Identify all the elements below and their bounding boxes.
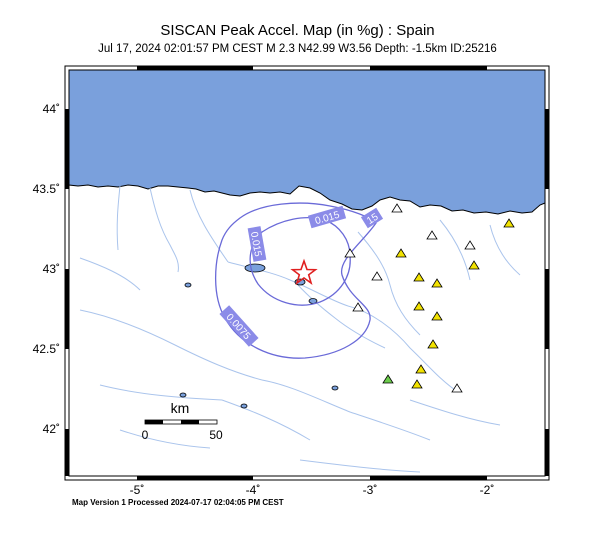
sea-area xyxy=(68,69,546,215)
scale-start: 0 xyxy=(142,428,149,442)
lat-label: 43.5˚ xyxy=(33,182,60,196)
triangle-icon xyxy=(382,374,394,384)
contour-line-outer xyxy=(214,202,377,359)
triangle-icon xyxy=(371,271,383,281)
lat-label: 42.5˚ xyxy=(33,342,60,356)
triangle-icon xyxy=(431,311,443,321)
triangle-icon xyxy=(413,272,425,282)
lake xyxy=(244,263,266,273)
lat-label: 44˚ xyxy=(43,102,60,116)
triangle-icon xyxy=(413,301,425,311)
lake xyxy=(240,403,248,409)
svg-text:0.015: 0.015 xyxy=(248,231,263,258)
lon-label: -3˚ xyxy=(363,483,378,497)
scale-end: 50 xyxy=(209,428,223,442)
triangle-icon xyxy=(415,364,427,374)
map-title: SISCAN Peak Accel. Map (in %g) : Spain xyxy=(160,22,435,39)
contour-label-3: 15 xyxy=(360,207,384,229)
triangle-icon xyxy=(344,248,356,258)
triangle-icon xyxy=(464,240,476,250)
triangle-icon xyxy=(431,278,443,288)
triangle-icon xyxy=(451,383,463,393)
triangle-icon xyxy=(395,248,407,258)
contour-label-2: 0.015 xyxy=(247,226,267,262)
lat-label: 42˚ xyxy=(43,422,60,436)
lon-label: -5˚ xyxy=(130,483,145,497)
lat-label: 43˚ xyxy=(43,262,60,276)
frame-ticks xyxy=(65,66,549,480)
star-icon xyxy=(290,258,318,285)
map-subtitle: Jul 17, 2024 02:01:57 PM CEST M 2.3 N42.… xyxy=(98,43,497,55)
triangle-icon xyxy=(426,230,438,240)
scale-unit: km xyxy=(171,400,190,416)
scale-bar: km 0 50 xyxy=(142,400,223,442)
lon-label: -4˚ xyxy=(246,483,261,497)
triangle-icon xyxy=(391,203,403,213)
triangle-icon xyxy=(427,339,439,349)
lake xyxy=(184,282,192,288)
triangle-icon xyxy=(503,218,515,228)
lon-label: -2˚ xyxy=(480,483,495,497)
triangle-icon xyxy=(352,302,364,312)
lake xyxy=(179,392,187,398)
lake xyxy=(331,385,339,391)
map-footer: Map Version 1 Processed 2024-07-17 02:04… xyxy=(72,498,284,507)
triangle-icon xyxy=(468,260,480,270)
rivers xyxy=(79,185,521,473)
triangle-icon xyxy=(411,379,423,389)
